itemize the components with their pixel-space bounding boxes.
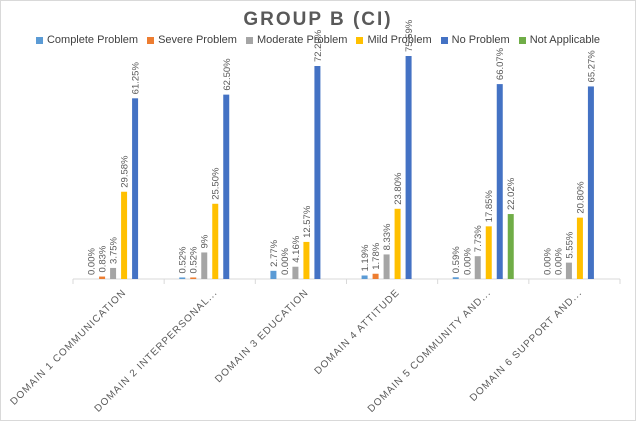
- bar: [507, 214, 514, 279]
- chart-title: GROUP B (CI): [243, 9, 393, 30]
- bar: [452, 277, 459, 279]
- bar: [303, 241, 310, 279]
- legend-label: Complete Problem: [46, 34, 139, 46]
- data-label: 17.85%: [484, 190, 495, 223]
- bar: [485, 226, 492, 279]
- chart-legend: Complete Problem Severe Problem Moderate P…: [1, 34, 635, 46]
- legend-item: Complete Problem: [35, 34, 139, 46]
- data-label: 25.50%: [211, 167, 222, 200]
- legend-label: Not Applicable: [529, 34, 601, 46]
- legend-item: Mild Problem: [356, 34, 432, 46]
- bar: [110, 267, 117, 279]
- bar: [361, 275, 368, 279]
- data-label: 23.80%: [393, 172, 404, 205]
- bar: [179, 277, 186, 279]
- legend-item: Not Applicable: [518, 34, 601, 46]
- data-label: 0.59%: [451, 246, 462, 273]
- data-label: 5.55%: [564, 231, 575, 258]
- bar: [496, 84, 503, 279]
- data-label: 1.19%: [360, 244, 371, 271]
- x-tick-label: DOMAIN 4 ATTITUDE: [313, 287, 403, 377]
- data-label: 9%: [200, 234, 211, 248]
- data-label: 2.77%: [269, 239, 280, 266]
- legend-swatch: [518, 36, 526, 44]
- legend-label: Mild Problem: [367, 34, 432, 46]
- bar: [314, 66, 321, 279]
- data-label: 66.07%: [495, 47, 506, 80]
- data-label: 0.00%: [462, 248, 473, 275]
- bar: [372, 273, 379, 279]
- bar: [292, 266, 299, 279]
- bar: [383, 254, 390, 279]
- bar: [99, 276, 106, 279]
- x-tick-label: DOMAIN 6 SUPPORT AND...: [468, 287, 585, 404]
- bar: [223, 94, 230, 279]
- data-label: 0.00%: [280, 248, 291, 275]
- data-label: 4.16%: [291, 235, 302, 262]
- data-label: 0.52%: [178, 246, 189, 273]
- data-label: 0.83%: [98, 245, 109, 272]
- data-label: 75.59%: [404, 19, 415, 52]
- data-label: 65.27%: [586, 50, 597, 83]
- legend-item: Moderate Problem: [245, 34, 348, 46]
- bar: [405, 56, 412, 280]
- data-label: 22.02%: [506, 177, 517, 210]
- data-label: 8.33%: [382, 223, 393, 250]
- bar: [201, 252, 208, 279]
- data-label: 0.52%: [189, 246, 200, 273]
- bar: [587, 86, 594, 280]
- legend-item: Severe Problem: [147, 34, 237, 46]
- data-label: 72.20%: [313, 29, 324, 62]
- legend-swatch: [245, 36, 253, 44]
- bar: [121, 191, 128, 279]
- bar: [576, 217, 583, 279]
- data-label: 1.78%: [371, 242, 382, 269]
- data-label: 7.73%: [473, 225, 484, 252]
- legend-swatch: [35, 36, 43, 44]
- legend-label: Severe Problem: [158, 34, 237, 46]
- data-label: 29.58%: [120, 155, 131, 188]
- legend-item: No Problem: [440, 34, 510, 46]
- data-label: 62.50%: [222, 58, 233, 91]
- bar: [212, 203, 219, 279]
- legend-label: Moderate Problem: [256, 34, 348, 46]
- legend-swatch: [356, 36, 364, 44]
- bar: [394, 208, 401, 279]
- legend-swatch: [440, 36, 448, 44]
- data-label: 0.00%: [542, 248, 553, 275]
- data-label: 12.57%: [302, 205, 313, 238]
- data-label: 0.00%: [87, 248, 98, 275]
- bar: [132, 98, 139, 279]
- bar: [474, 256, 481, 279]
- bar: [190, 277, 197, 279]
- data-label: 20.80%: [575, 181, 586, 214]
- legend-swatch: [147, 36, 155, 44]
- data-label: 61.25%: [131, 62, 142, 95]
- data-label: 3.75%: [109, 236, 120, 263]
- bar: [270, 270, 277, 279]
- data-label: 0.00%: [553, 248, 564, 275]
- legend-label: No Problem: [451, 34, 510, 46]
- x-tick-label: DOMAIN 3 EDUCATION: [213, 287, 311, 385]
- bar: [565, 262, 572, 279]
